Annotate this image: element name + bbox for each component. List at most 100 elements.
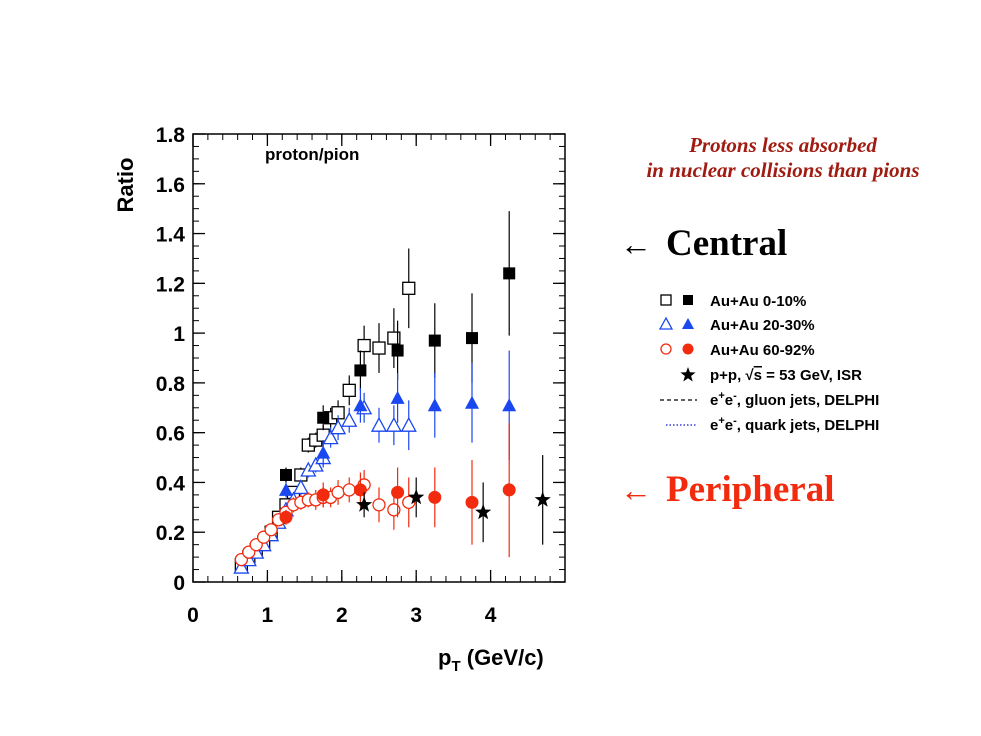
data-point-triangle <box>233 558 250 574</box>
data-point-circle <box>342 483 356 497</box>
legend-gluon-minus: - <box>733 390 737 402</box>
data-layer <box>233 211 551 574</box>
data-point-circle <box>428 490 442 504</box>
data-point-star <box>475 503 492 520</box>
legend-label-pp-s: s <box>754 367 762 384</box>
data-point-circle <box>502 483 516 497</box>
x-tick-label: 1 <box>262 604 274 627</box>
central-callout: ← Central <box>620 222 787 265</box>
series-0 <box>234 248 416 572</box>
data-point-square <box>391 344 404 357</box>
data-point-triangle <box>400 416 417 432</box>
legend: Au+Au 0-10% Au+Au 20-30% Au+Au 60-92% p+… <box>658 293 879 434</box>
legend-label-20-30: Au+Au 20-30% <box>710 317 815 334</box>
data-point-triangle <box>292 479 309 495</box>
panel-label: proton/pion <box>265 145 359 164</box>
y-tick-label: 1.6 <box>156 174 185 197</box>
central-arrow-icon: ← <box>620 226 652 262</box>
series-6 <box>356 455 551 545</box>
legend-label-quark-jets: e+e-, quark jets, DELPHI <box>710 415 879 434</box>
legend-gluon-e2: e <box>725 392 733 409</box>
data-point-triangle <box>278 482 294 496</box>
legend-marker-open-square <box>660 294 672 306</box>
x-axis-title-p: p <box>438 645 451 670</box>
legend-quark-plus: + <box>718 415 724 427</box>
peripheral-callout: ← Peripheral <box>620 468 835 511</box>
data-point-triangle <box>390 390 405 404</box>
x-tick-label: 3 <box>410 604 422 627</box>
legend-marker-star <box>680 367 696 382</box>
data-point-triangle <box>385 416 402 432</box>
x-tick-label: 2 <box>336 604 348 627</box>
data-point-square <box>317 411 330 424</box>
x-tick-label: 4 <box>485 604 497 627</box>
legend-gluon-rest: , gluon jets, DELPHI <box>737 392 880 409</box>
x-axis-title-sub: T <box>451 658 460 675</box>
tick-labels: 0 0.2 0.4 0.6 0.8 1 1.2 1.4 1.6 1.8 0 1 2 3 4 <box>156 124 497 627</box>
y-tick-label: 0.8 <box>156 373 186 396</box>
data-point-square <box>503 267 516 280</box>
data-point-circle <box>387 503 401 517</box>
legend-label-pp-sqrt: √ <box>745 367 754 384</box>
series-4 <box>234 470 416 567</box>
data-point-circle <box>402 495 416 510</box>
data-point-circle <box>353 483 367 497</box>
central-label: Central <box>666 223 788 264</box>
y-tick-label: 1.4 <box>156 224 186 247</box>
legend-label-pp-prefix: p+p, <box>710 367 745 384</box>
data-point-star <box>408 488 425 505</box>
data-point-triangle <box>322 429 339 445</box>
data-point-circle <box>279 510 293 524</box>
legend-label-pp-rest: = 53 GeV, ISR <box>762 367 862 384</box>
y-axis-title: Ratio <box>113 158 138 213</box>
legend-label-0-10: Au+Au 0-10% <box>710 293 806 310</box>
annotation-note-line2: in nuclear collisions than pions <box>646 158 920 182</box>
legend-gluon-e1: e <box>710 392 718 409</box>
data-point-triangle <box>464 395 480 409</box>
legend-label-pp: p+p, √s = 53 GeV, ISR <box>710 367 862 384</box>
data-point-square <box>357 338 371 353</box>
data-point-triangle <box>353 398 368 412</box>
data-point-star <box>356 496 373 512</box>
x-tick-label: 0 <box>187 604 199 627</box>
legend-marker-filled-circle <box>682 343 694 355</box>
data-point-square <box>428 334 441 347</box>
legend-marker-filled-square <box>683 295 693 305</box>
data-point-square <box>279 468 293 481</box>
data-point-triangle <box>316 445 331 459</box>
series-5 <box>279 422 516 558</box>
x-axis-title: pT (GeV/c) <box>438 645 544 675</box>
data-point-circle <box>264 523 278 537</box>
data-point-triangle <box>307 456 324 472</box>
annotation-note: Protons less absorbed in nuclear collisi… <box>598 133 968 183</box>
x-axis-title-rest: (GeV/c) <box>461 645 544 670</box>
data-point-circle <box>465 495 479 509</box>
y-tick-label: 1 <box>173 323 185 346</box>
data-point-triangle <box>427 398 442 412</box>
legend-gluon-plus: + <box>718 390 724 402</box>
data-point-square <box>342 383 356 398</box>
legend-marker-filled-triangle <box>682 318 694 329</box>
legend-marker-open-triangle <box>658 316 674 330</box>
y-tick-label: 0.6 <box>156 423 185 446</box>
data-point-square <box>465 332 479 345</box>
legend-label-gluon-jets: e+e-, gluon jets, DELPHI <box>710 390 879 409</box>
data-point-triangle <box>502 398 517 412</box>
data-point-circle <box>316 488 330 502</box>
series-1 <box>279 211 516 483</box>
axis-ticks <box>192 133 566 583</box>
y-tick-label: 0.2 <box>156 522 185 545</box>
data-point-triangle <box>370 416 388 432</box>
data-point-triangle <box>341 411 358 427</box>
data-point-triangle <box>329 419 347 435</box>
peripheral-label: Peripheral <box>666 469 835 510</box>
legend-quark-e2: e <box>725 417 733 434</box>
annotation-note-line1: Protons less absorbed <box>689 133 877 157</box>
legend-marker-open-circle <box>660 343 672 355</box>
legend-label-60-92: Au+Au 60-92% <box>710 342 815 359</box>
y-tick-label: 0.4 <box>156 472 186 495</box>
legend-quark-rest: , quark jets, DELPHI <box>737 417 880 434</box>
data-point-square <box>387 331 401 345</box>
data-point-star <box>534 491 551 507</box>
